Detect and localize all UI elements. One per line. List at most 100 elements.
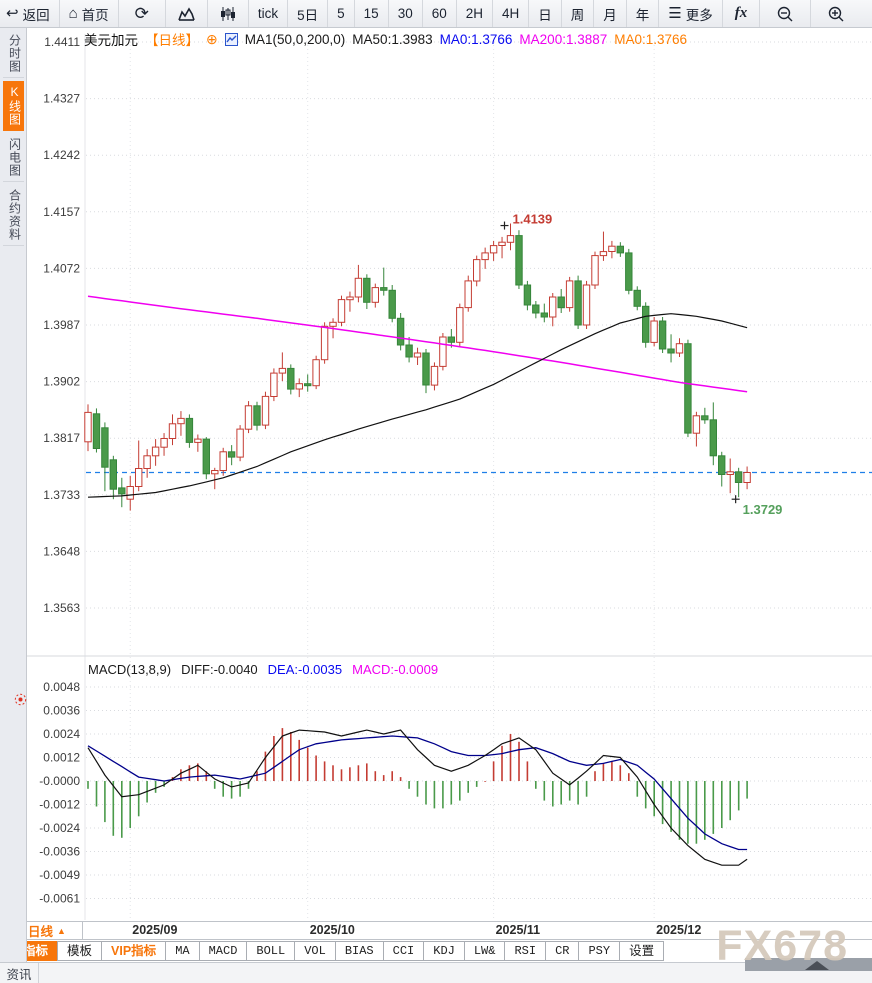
period-selector[interactable]: 日线 ▲ xyxy=(12,922,83,939)
zoom-in-icon xyxy=(829,6,844,21)
price-axis-label: 1.3563 xyxy=(43,601,80,615)
interval-month[interactable]: 月 xyxy=(594,0,627,27)
zoom-in-button[interactable] xyxy=(811,0,861,27)
home-label: 首页 xyxy=(81,7,109,23)
interval-tick[interactable]: tick xyxy=(249,0,289,27)
interval-30min[interactable]: 30 xyxy=(389,0,423,27)
price-axis-label: 1.4072 xyxy=(43,261,80,275)
price-axis-label: 1.3817 xyxy=(43,431,80,445)
indicator-settings-button[interactable] xyxy=(14,693,27,711)
price-axis-label: 1.4242 xyxy=(43,148,80,162)
back-label: 返回 xyxy=(22,7,50,23)
high-price-annotation: 1.4139 xyxy=(513,212,553,227)
interval-5day[interactable]: 5日 xyxy=(288,0,329,27)
target-icon xyxy=(14,693,27,706)
indicator-tabbar: 指标 模板 VIP指标 MA MACD BOLL VOL BIAS CCI KD… xyxy=(13,941,665,961)
formula-button[interactable]: fx xyxy=(723,0,761,27)
more-label: 更多 xyxy=(685,7,713,23)
interval-week-label: 周 xyxy=(570,7,585,23)
macd-axis-label: 0.0036 xyxy=(43,704,80,718)
period-badge: 【日线】 xyxy=(145,33,199,48)
interval-2h-label: 2H xyxy=(465,6,484,21)
left-rail: 分时图 K线图 闪电图 合约资料 xyxy=(0,27,27,962)
home-button[interactable]: ⌂ 首页 xyxy=(60,0,119,27)
macd-value-readout: MACD:-0.0009 xyxy=(352,662,439,677)
price-axis-label: 1.3648 xyxy=(43,544,80,558)
tab-settings[interactable]: 设置 xyxy=(619,941,665,961)
more-button[interactable]: ☰ 更多 xyxy=(659,0,723,27)
interval-4h-label: 4H xyxy=(502,6,520,21)
chevron-up-icon: ▲ xyxy=(57,925,66,936)
tab-cci[interactable]: CCI xyxy=(382,941,425,961)
interval-5min[interactable]: 5 xyxy=(328,0,355,27)
candle-chart-button[interactable] xyxy=(208,0,249,27)
macd-diff-readout: DIFF:-0.0040 xyxy=(181,662,258,677)
tab-vip-indicators[interactable]: VIP指标 xyxy=(101,941,167,961)
interval-year[interactable]: 年 xyxy=(627,0,660,27)
back-button[interactable]: ↩ 返回 xyxy=(0,0,60,27)
sidebar-item-time-chart[interactable]: 分时图 xyxy=(2,30,24,78)
tab-rsi[interactable]: RSI xyxy=(504,941,547,961)
sidebar-item-lightning-chart[interactable]: 闪电图 xyxy=(2,134,24,182)
macd-axis-label: -0.0049 xyxy=(39,868,80,882)
candlestick-chart-icon xyxy=(220,6,235,21)
diff-line xyxy=(87,729,748,866)
interval-60min[interactable]: 60 xyxy=(423,0,457,27)
scrollbar-arrow-icon[interactable] xyxy=(805,961,829,970)
macd-dea-readout: DEA:-0.0035 xyxy=(267,662,343,677)
interval-2h[interactable]: 2H xyxy=(457,0,494,27)
tab-psy[interactable]: PSY xyxy=(578,941,621,961)
ma50-readout: MA50:1.3983 xyxy=(352,31,433,47)
interval-30min-label: 30 xyxy=(397,6,413,21)
mini-chart-icon[interactable] xyxy=(224,32,238,46)
interval-tick-label: tick xyxy=(257,6,279,21)
news-tab[interactable]: 资讯 xyxy=(0,963,39,983)
tab-bias[interactable]: BIAS xyxy=(334,941,384,961)
interval-4h[interactable]: 4H xyxy=(493,0,530,27)
interval-5min-label: 5 xyxy=(337,6,345,21)
zoom-out-button[interactable] xyxy=(760,0,812,27)
macd-axis-label: -0.0012 xyxy=(39,798,80,812)
tab-cr[interactable]: CR xyxy=(545,941,580,961)
candlesticks xyxy=(84,223,751,511)
ma50-line xyxy=(87,313,748,498)
macd-axis-label: -0.0036 xyxy=(39,845,80,859)
macd-axis-label: -0.0024 xyxy=(39,821,80,835)
x-axis-label: 2025/11 xyxy=(495,923,541,937)
period-selector-label: 日线 xyxy=(28,925,54,939)
tab-templates[interactable]: 模板 xyxy=(57,941,103,961)
interval-month-label: 月 xyxy=(603,7,617,23)
tab-boll[interactable]: BOLL xyxy=(246,941,296,961)
x-axis-label: 2025/12 xyxy=(656,923,702,937)
area-chart-icon xyxy=(178,6,195,21)
ma0-orange-readout: MA0:1.3766 xyxy=(614,31,688,47)
interval-day[interactable]: 日 xyxy=(529,0,562,27)
sidebar-item-contract-info[interactable]: 合约资料 xyxy=(2,185,24,246)
tab-kdj[interactable]: KDJ xyxy=(423,941,465,961)
zoom-out-icon xyxy=(778,6,793,21)
area-chart-button[interactable] xyxy=(166,0,208,27)
ma-settings-readout: MA1(50,0,200,0) xyxy=(244,31,346,47)
menu-icon: ☰ xyxy=(668,5,682,22)
refresh-button[interactable]: ⟳ xyxy=(119,0,166,27)
price-axis-label: 1.4411 xyxy=(44,35,80,49)
ma0-blue-readout: MA0:1.3766 xyxy=(439,31,513,47)
tab-vol[interactable]: VOL xyxy=(294,941,336,961)
price-axis-label: 1.4157 xyxy=(43,205,80,219)
interval-week[interactable]: 周 xyxy=(562,0,595,27)
tab-lw[interactable]: LW& xyxy=(463,941,506,961)
macd-header: MACD(13,8,9) DIFF:-0.0040 DEA:-0.0035 MA… xyxy=(88,662,438,677)
tab-ma[interactable]: MA xyxy=(165,941,200,961)
macd-histogram xyxy=(87,728,748,844)
tab-macd[interactable]: MACD xyxy=(198,941,248,961)
macd-title: MACD(13,8,9) xyxy=(88,662,172,677)
add-indicator-icon[interactable]: ⊕ xyxy=(206,30,218,47)
interval-5day-label: 5日 xyxy=(297,7,319,23)
back-arrow-icon: ↩ xyxy=(6,5,19,22)
home-icon: ⌂ xyxy=(68,5,78,22)
interval-15min-label: 15 xyxy=(363,6,379,21)
interval-15min[interactable]: 15 xyxy=(355,0,389,27)
interval-60min-label: 60 xyxy=(431,6,447,21)
sidebar-item-kline-chart[interactable]: K线图 xyxy=(2,81,24,131)
